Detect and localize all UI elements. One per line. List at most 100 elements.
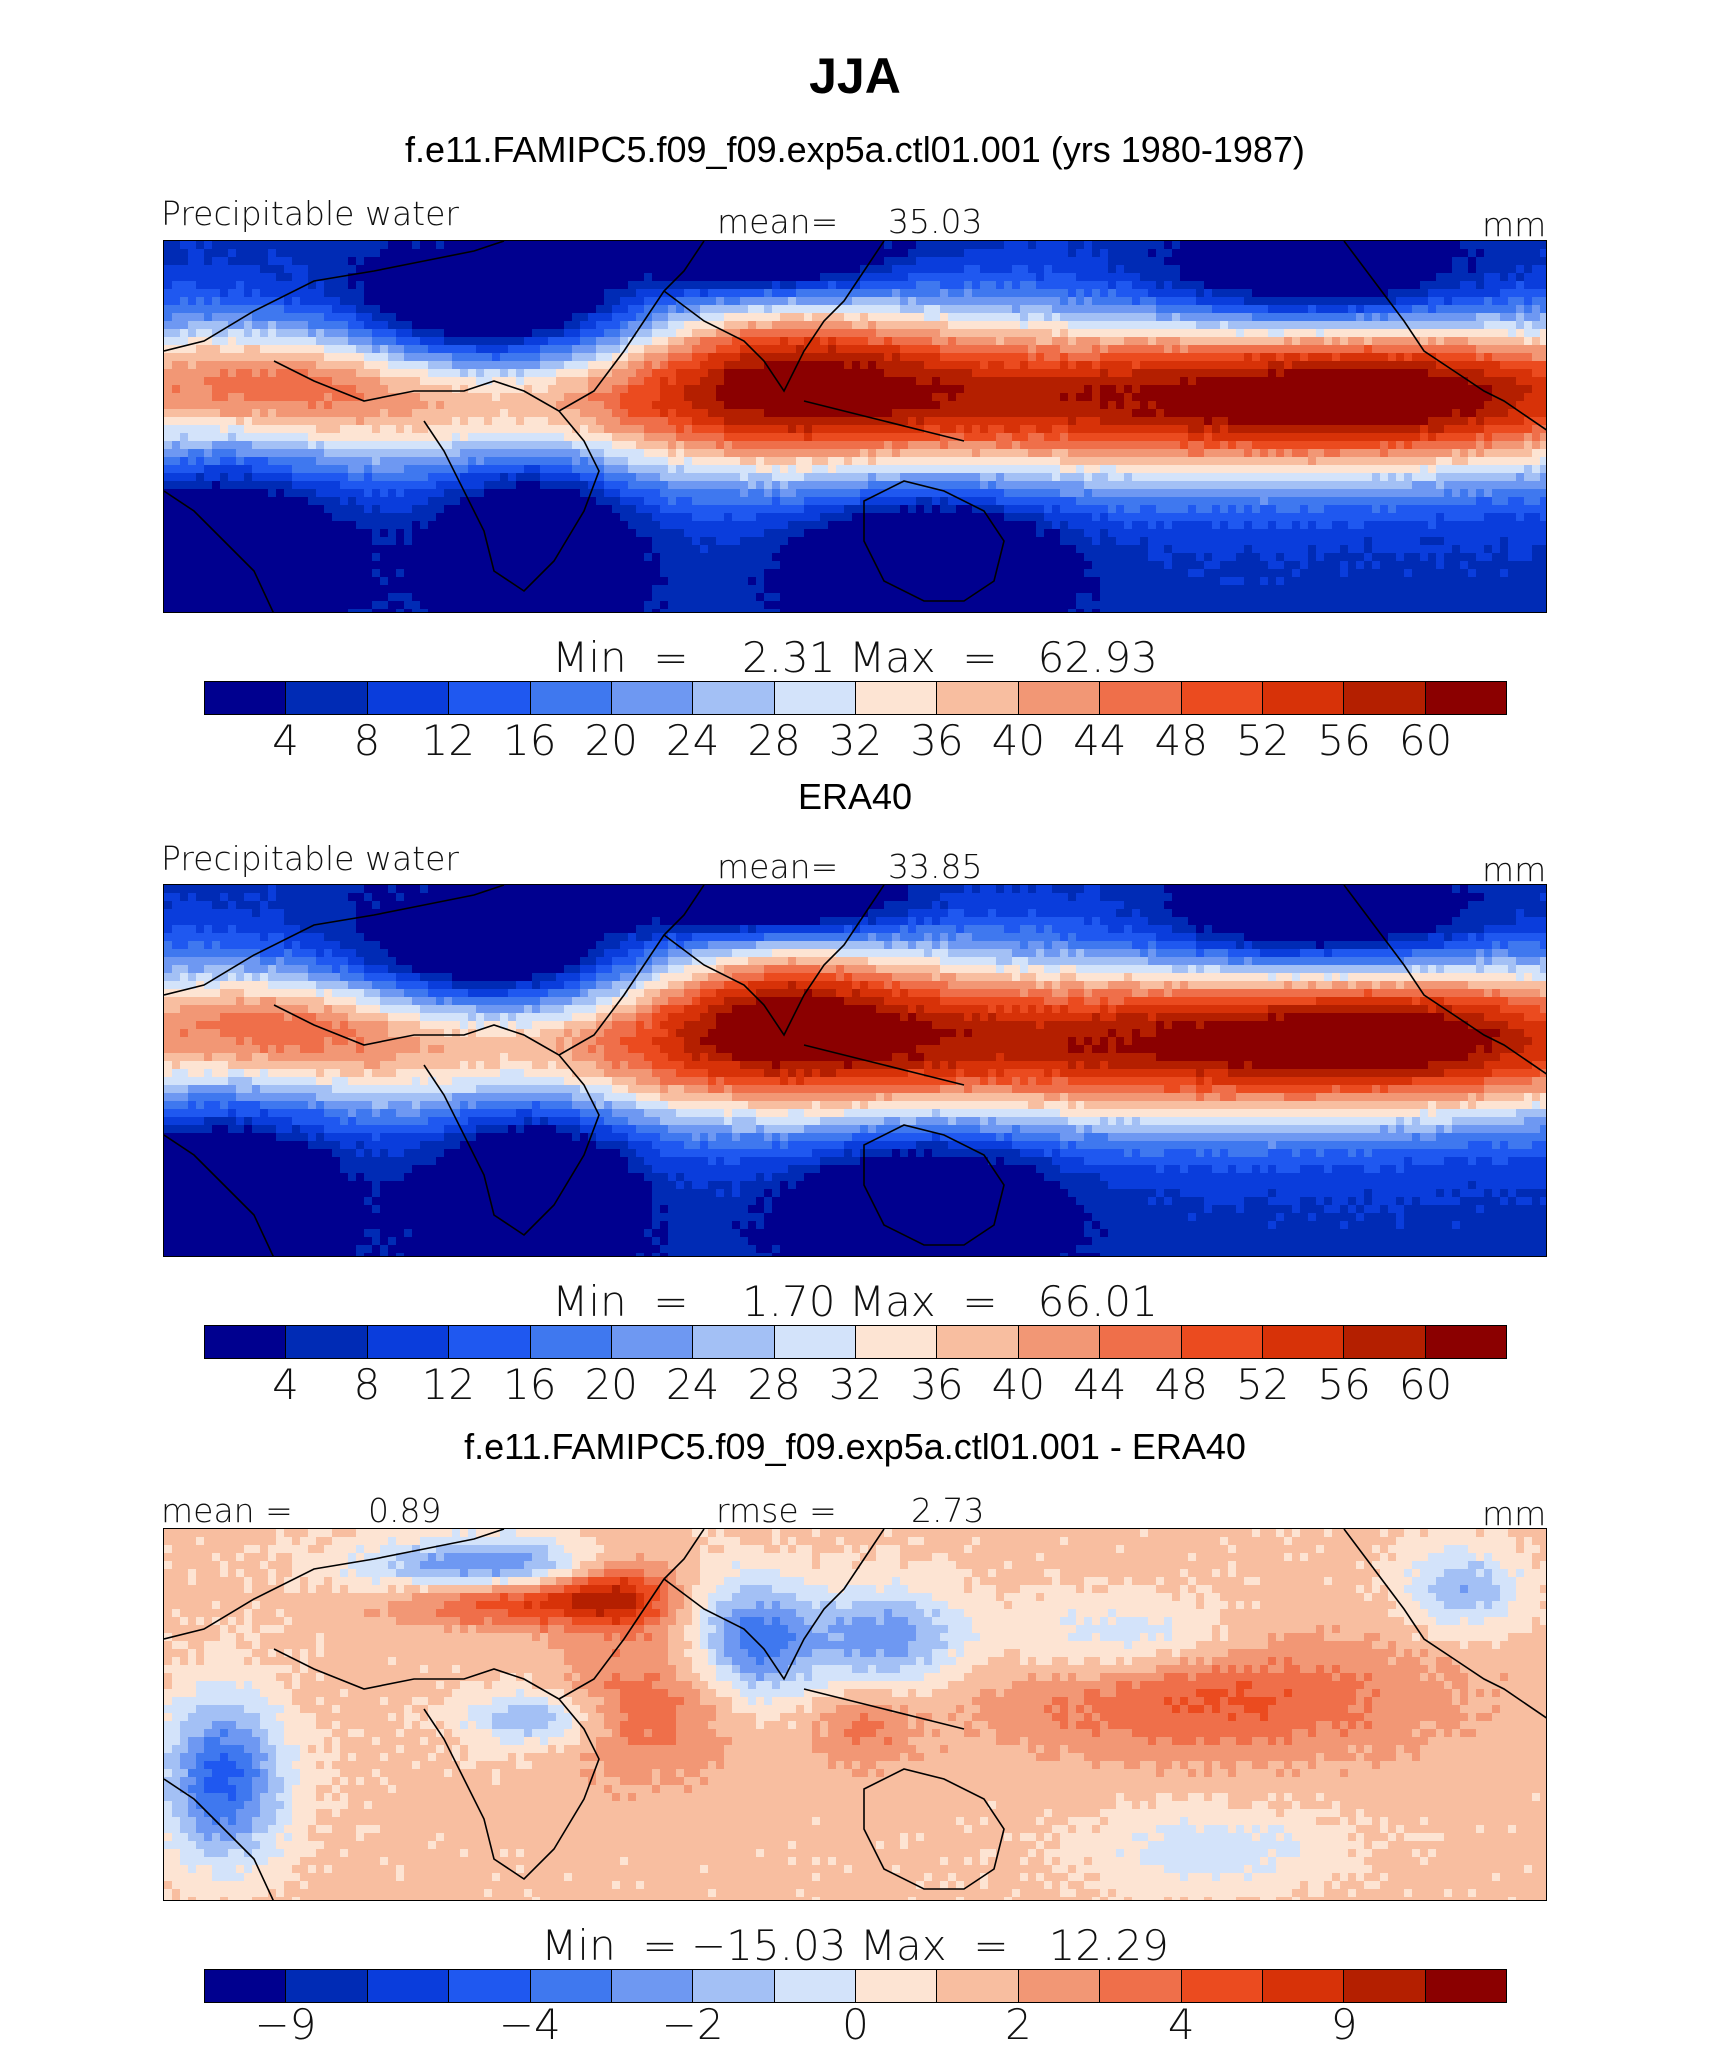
colorbar-swatch xyxy=(1263,682,1344,714)
colorbar-swatch xyxy=(856,1326,937,1358)
colorbar-swatch xyxy=(1100,1970,1181,2002)
figure-title: JJA xyxy=(0,46,1710,106)
colorbar-tick-label: 40 xyxy=(992,1360,1045,1410)
colorbar-swatch xyxy=(531,682,612,714)
min-label: Min xyxy=(552,633,627,682)
mean-label: mean= xyxy=(717,203,838,241)
colorbar-tick-label: 24 xyxy=(666,716,719,766)
colorbar-tick-label: 44 xyxy=(1073,716,1126,766)
min-max-stats: Min = 1.70 Max = 66.01 xyxy=(0,1278,1710,1326)
colorbar-tick-label: 16 xyxy=(503,716,556,766)
colorbar-swatch xyxy=(693,682,774,714)
colorbar-swatch xyxy=(1344,1970,1425,2002)
colorbar-swatch xyxy=(368,1970,449,2002)
colorbar-swatch xyxy=(368,1326,449,1358)
colorbar-swatch xyxy=(1100,1326,1181,1358)
max-eq: = xyxy=(962,633,997,682)
colorbar-tick-label: 8 xyxy=(354,716,381,766)
min-label: Min xyxy=(541,1921,616,1970)
min-label: Min xyxy=(552,1277,627,1326)
colorbar-swatch xyxy=(856,682,937,714)
field-contours xyxy=(164,241,1547,613)
colorbar-swatch xyxy=(1263,1970,1344,2002)
colorbar-tick-label: 44 xyxy=(1073,1360,1126,1410)
colorbar xyxy=(204,681,1507,715)
colorbar-tick-label: 32 xyxy=(829,716,882,766)
colorbar-tick-label: 40 xyxy=(992,716,1045,766)
colorbar-swatch xyxy=(775,1970,856,2002)
colorbar-swatch xyxy=(286,1326,367,1358)
colorbar-swatch xyxy=(449,1326,530,1358)
colorbar-swatch xyxy=(205,1326,286,1358)
colorbar-tick-label: 32 xyxy=(829,1360,882,1410)
min-value: 2.31 xyxy=(742,633,836,682)
colorbar-swatch xyxy=(1100,682,1181,714)
max-value: 66.01 xyxy=(1038,1277,1158,1326)
min-value: 1.70 xyxy=(742,1277,836,1326)
min-max-stats: Min = 2.31 Max = 62.93 xyxy=(0,634,1710,682)
map-model xyxy=(163,240,1547,613)
mean-label: mean= xyxy=(717,848,838,886)
colorbar-tick-label: 36 xyxy=(910,716,963,766)
colorbar-tick-label: 4 xyxy=(272,716,299,766)
max-eq: = xyxy=(962,1277,997,1326)
max-eq: = xyxy=(973,1921,1008,1970)
colorbar xyxy=(204,1969,1507,2003)
colorbar-swatch xyxy=(1426,1970,1506,2002)
colorbar-swatch xyxy=(205,1970,286,2002)
min-value: −15.03 xyxy=(691,1921,846,1970)
colorbar-swatch xyxy=(531,1326,612,1358)
colorbar-swatch xyxy=(1019,1326,1100,1358)
colorbar-swatch xyxy=(775,682,856,714)
colorbar-swatch xyxy=(205,682,286,714)
max-label: Max xyxy=(849,1277,936,1326)
colorbar-tick-label: 48 xyxy=(1155,1360,1208,1410)
colorbar-swatch xyxy=(1344,1326,1425,1358)
colorbar-swatch xyxy=(937,682,1018,714)
map-difference xyxy=(163,1528,1547,1901)
field-contours xyxy=(164,885,1547,1257)
colorbar-swatch xyxy=(286,682,367,714)
colorbar-tick-label: 28 xyxy=(747,1360,800,1410)
rmse-value: 2.73 xyxy=(911,1492,984,1530)
colorbar-swatch xyxy=(1182,682,1263,714)
colorbar-swatch xyxy=(1019,682,1100,714)
panel-title: ERA40 xyxy=(0,775,1710,819)
colorbar-swatch xyxy=(1182,1970,1263,2002)
mean-value: 35.03 xyxy=(888,203,982,241)
colorbar-tick-label: 56 xyxy=(1317,1360,1370,1410)
colorbar-swatch xyxy=(368,682,449,714)
colorbar-tick-label: 8 xyxy=(354,1360,381,1410)
colorbar-tick-label: 4 xyxy=(272,1360,299,1410)
colorbar-swatch xyxy=(1426,1326,1506,1358)
panel-title: f.e11.FAMIPC5.f09_f09.exp5a.ctl01.001 (y… xyxy=(0,128,1710,172)
min-eq: = xyxy=(642,1921,677,1970)
colorbar-tick-label: 9 xyxy=(1331,2000,1358,2050)
colorbar-swatch xyxy=(693,1326,774,1358)
colorbar-swatch xyxy=(286,1970,367,2002)
colorbar-tick-label: 56 xyxy=(1317,716,1370,766)
colorbar-tick-label: 48 xyxy=(1155,716,1208,766)
max-value: 12.29 xyxy=(1049,1921,1169,1970)
colorbar-swatch xyxy=(937,1326,1018,1358)
min-max-stats: Min = −15.03 Max = 12.29 xyxy=(0,1922,1710,1970)
colorbar-swatch xyxy=(531,1970,612,2002)
colorbar-tick-label: 24 xyxy=(666,1360,719,1410)
colorbar-swatch xyxy=(449,682,530,714)
colorbar-tick-label: 52 xyxy=(1236,1360,1289,1410)
colorbar-swatch xyxy=(1344,682,1425,714)
colorbar-tick-label: 0 xyxy=(842,2000,869,2050)
max-label: Max xyxy=(849,633,936,682)
colorbar-swatch xyxy=(775,1326,856,1358)
diff-mean-label: mean = xyxy=(161,1492,293,1530)
colorbar-tick-label: 4 xyxy=(1168,2000,1195,2050)
colorbar-tick-label: 20 xyxy=(584,716,637,766)
max-value: 62.93 xyxy=(1038,633,1158,682)
min-eq: = xyxy=(653,1277,688,1326)
colorbar-tick-label: 12 xyxy=(422,716,475,766)
colorbar-swatch xyxy=(612,682,693,714)
colorbar-tick-label: 28 xyxy=(747,716,800,766)
colorbar-tick-label: 12 xyxy=(422,1360,475,1410)
